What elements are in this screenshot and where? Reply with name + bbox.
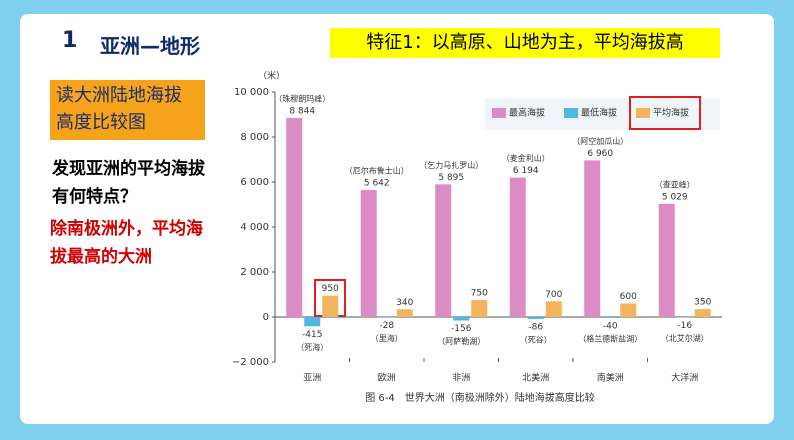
bar: [694, 309, 711, 317]
place-label: （格兰德斯盐湖）: [578, 333, 642, 343]
highlight-box: [629, 96, 701, 130]
x-tick-label: 亚洲: [303, 373, 321, 384]
x-tick-label: 大洋洲: [671, 372, 698, 384]
legend-label: 最高海拔: [509, 107, 545, 119]
bar: [620, 303, 637, 317]
value-label: 6 194: [513, 166, 539, 176]
value-label: 750: [471, 289, 488, 299]
value-label: 5 895: [438, 173, 464, 183]
value-label: 700: [545, 290, 562, 300]
value-label: -16: [677, 321, 692, 331]
value-label: 340: [396, 298, 413, 308]
x-tick-label: 北美洲: [522, 372, 549, 384]
bar: [527, 317, 544, 319]
value-label: 5 029: [662, 192, 688, 202]
place-label: （麦金利山）: [502, 153, 550, 163]
y-tick-label: −2 000: [232, 357, 269, 368]
legend-bg: [485, 98, 720, 130]
value-label: -415: [302, 330, 322, 340]
value-label: 8 844: [289, 107, 315, 117]
place-label: （北艾尔湖）: [661, 333, 709, 343]
place-label: （查亚峰）: [655, 179, 695, 189]
legend-label: 最低海拔: [581, 107, 617, 119]
bar: [509, 177, 526, 317]
value-label: 6 960: [587, 149, 613, 159]
value-label: -40: [603, 321, 618, 331]
value-label: -86: [528, 322, 543, 332]
y-tick-label: 2 000: [240, 267, 269, 278]
legend-swatch: [492, 108, 506, 118]
value-label: 5 642: [364, 179, 390, 189]
legend-swatch: [564, 108, 578, 118]
feature-box: 特征1：以高原、山地为主，平均海拔高: [330, 28, 720, 58]
value-label: 350: [694, 298, 711, 308]
y-tick-label: 8 000: [240, 132, 269, 143]
bar: [304, 317, 321, 327]
place-label: （珠穆朗玛峰）: [274, 94, 330, 104]
y-tick-label: 10 000: [234, 87, 269, 98]
bar: [396, 309, 413, 317]
x-tick-label: 南美洲: [597, 372, 624, 384]
bar: [602, 317, 619, 318]
bar: [322, 295, 339, 317]
place-label: （阿萨勒湖）: [437, 336, 485, 346]
slide-number: 1: [62, 28, 78, 53]
bar: [471, 300, 488, 317]
y-tick-label: 6 000: [240, 177, 269, 188]
place-label: （里海）: [371, 333, 403, 343]
bar: [584, 160, 601, 317]
place-label: （死谷）: [520, 335, 552, 344]
y-tick-label: 0: [263, 312, 269, 323]
value-label: -156: [451, 324, 472, 334]
legend-label: 平均海拔: [653, 107, 689, 119]
place-label: （乞力马扎罗山）: [419, 160, 483, 170]
legend-swatch: [636, 108, 650, 118]
y-axis-label: （米）: [258, 70, 285, 82]
caption: 图 6-4 世界大洲（南极洲除外）陆地海拔高度比较: [365, 391, 595, 404]
y-tick-label: 4 000: [240, 222, 269, 233]
x-tick-label: 非洲: [452, 372, 470, 384]
place-label: （死海）: [296, 342, 328, 352]
x-tick-label: 欧洲: [378, 372, 396, 384]
place-label: （阿空加瓜山）: [572, 136, 628, 146]
bar: [378, 317, 395, 318]
bar: [658, 203, 675, 317]
task-box: 读大洲陆地海拔高度比较图: [50, 80, 205, 140]
value-label: 950: [322, 284, 339, 294]
slide-heading: 亚洲—地形: [100, 34, 200, 58]
bar: [545, 301, 562, 317]
bar: [286, 118, 303, 317]
bar: [435, 184, 452, 317]
bar: [453, 317, 470, 321]
place-label: （厄尔布鲁士山）: [345, 166, 409, 176]
value-label: 600: [620, 292, 637, 302]
answer: 除南极洲外，平均海拔最高的大洲: [50, 219, 203, 267]
bar: [360, 190, 377, 317]
value-label: -28: [379, 321, 394, 331]
question: 发现亚洲的平均海拔有何特点？: [52, 159, 205, 207]
